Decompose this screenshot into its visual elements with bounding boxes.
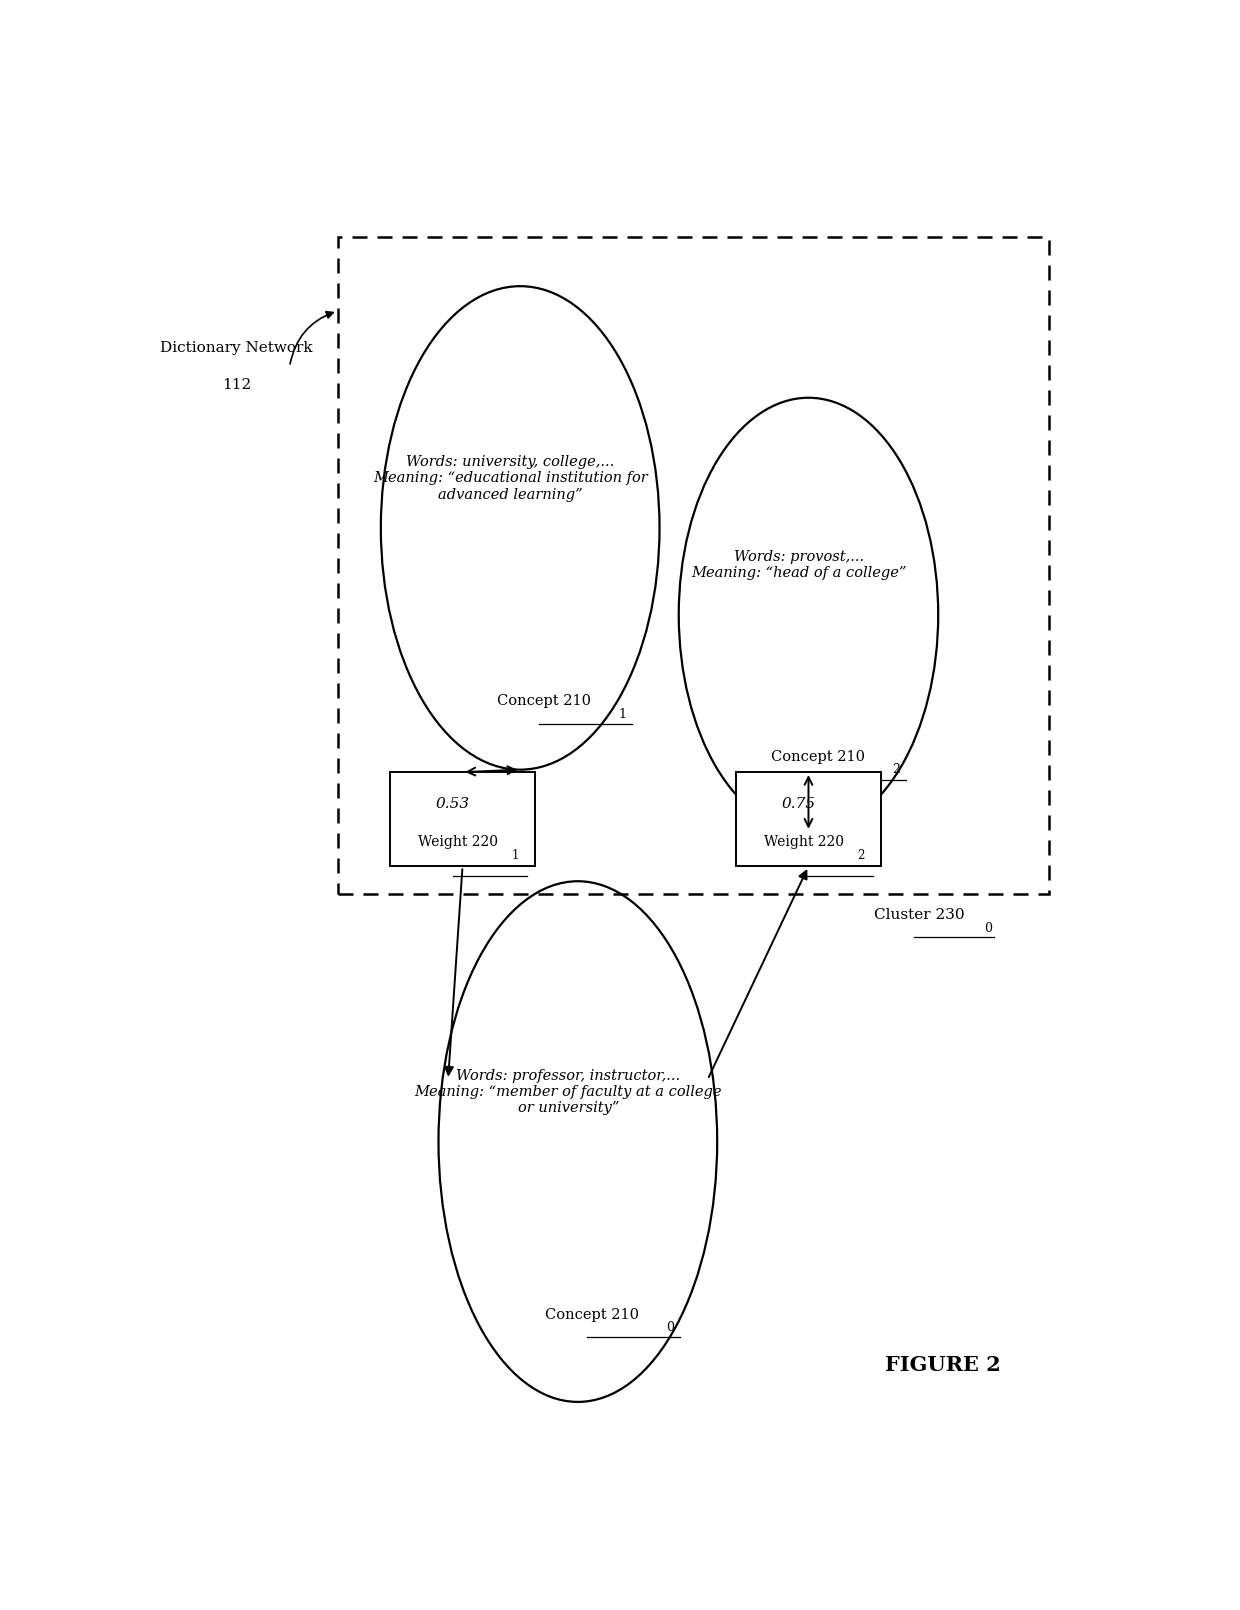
Text: 112: 112 — [222, 378, 252, 393]
Text: 0.53: 0.53 — [435, 797, 470, 811]
Text: 0: 0 — [666, 1322, 675, 1335]
FancyBboxPatch shape — [391, 773, 534, 866]
Text: 2: 2 — [858, 848, 866, 861]
Text: 1: 1 — [512, 848, 520, 861]
FancyBboxPatch shape — [737, 773, 880, 866]
Text: Weight 220: Weight 220 — [418, 834, 497, 848]
Text: 0: 0 — [985, 923, 992, 935]
Text: Words: provost,...
Meaning: “head of a college”: Words: provost,... Meaning: “head of a c… — [691, 551, 906, 580]
Text: 1: 1 — [618, 708, 626, 721]
Text: FIGURE 2: FIGURE 2 — [885, 1354, 1001, 1375]
Text: Concept 210: Concept 210 — [546, 1309, 640, 1322]
Text: 0.75: 0.75 — [781, 797, 816, 811]
Text: Words: university, college,...
Meaning: “educational institution for
advanced le: Words: university, college,... Meaning: … — [373, 456, 649, 502]
Text: Concept 210: Concept 210 — [771, 750, 866, 765]
Text: Cluster 230: Cluster 230 — [874, 908, 965, 921]
Text: Weight 220: Weight 220 — [764, 834, 843, 848]
Text: Words: professor, instructor,...
Meaning: “member of faculty at a college
or uni: Words: professor, instructor,... Meaning… — [414, 1069, 722, 1116]
Text: 2: 2 — [892, 763, 900, 776]
Text: Dictionary Network: Dictionary Network — [160, 341, 312, 356]
Text: Concept 210: Concept 210 — [497, 694, 591, 708]
